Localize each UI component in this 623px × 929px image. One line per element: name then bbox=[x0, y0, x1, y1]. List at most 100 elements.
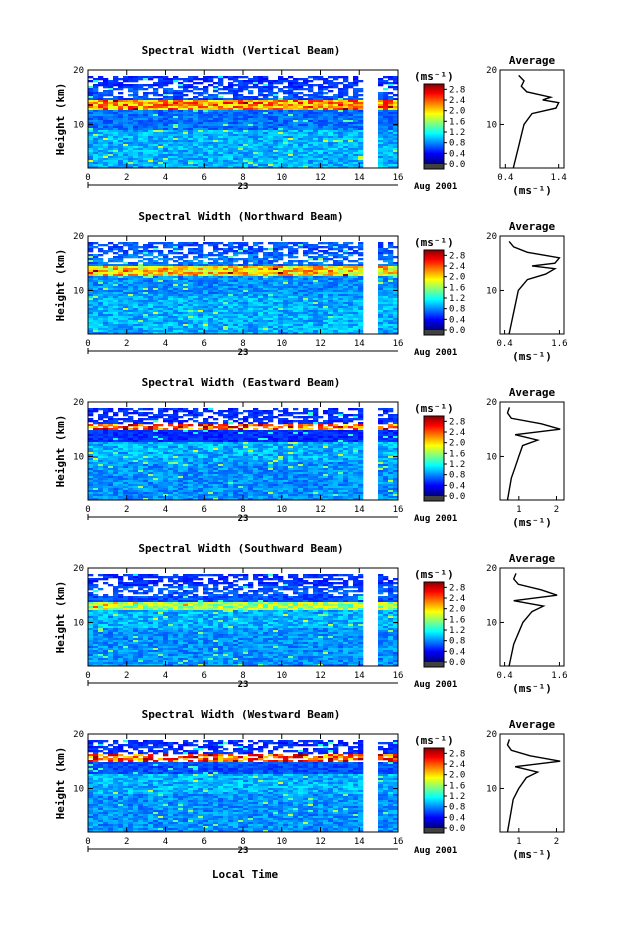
heatmap-cell bbox=[173, 102, 179, 105]
heatmap-cell bbox=[353, 96, 359, 99]
heatmap-cell bbox=[318, 308, 324, 311]
heatmap-cell bbox=[198, 164, 204, 167]
heatmap-cell bbox=[113, 118, 119, 121]
heatmap-cell bbox=[118, 128, 124, 131]
heatmap-cell bbox=[393, 146, 399, 149]
heatmap-cell bbox=[168, 310, 174, 313]
heatmap-cell bbox=[333, 132, 339, 135]
heatmap-cell bbox=[123, 106, 129, 109]
heatmap-cell bbox=[233, 160, 239, 163]
heatmap-cell bbox=[218, 92, 224, 95]
heatmap-cell bbox=[128, 314, 134, 317]
heatmap-cell bbox=[143, 118, 149, 121]
heatmap-cell bbox=[248, 90, 254, 93]
heatmap-cell bbox=[243, 82, 249, 85]
heatmap-cell bbox=[308, 116, 314, 119]
heatmap-cell bbox=[108, 298, 114, 301]
heatmap-cell bbox=[198, 142, 204, 145]
heatmap-cell bbox=[148, 148, 154, 151]
heatmap-cell bbox=[328, 312, 334, 315]
heatmap-cell bbox=[108, 322, 114, 325]
heatmap-cell bbox=[128, 98, 134, 101]
heatmap-cell bbox=[138, 294, 144, 297]
heatmap-cell bbox=[98, 244, 104, 247]
heatmap-cell bbox=[123, 98, 129, 101]
heatmap-cell bbox=[228, 132, 234, 135]
heatmap-cell bbox=[208, 312, 214, 315]
heatmap-cell bbox=[118, 282, 124, 285]
heatmap-cell bbox=[308, 96, 314, 99]
heatmap-cell bbox=[338, 124, 344, 127]
panel-title: Spectral Width (Vertical Beam) bbox=[142, 44, 341, 57]
heatmap-cell bbox=[283, 326, 289, 329]
heatmap-cell bbox=[313, 164, 319, 167]
heatmap-cell bbox=[193, 104, 199, 107]
heatmap-cell bbox=[378, 104, 384, 107]
heatmap-cell bbox=[218, 146, 224, 149]
heatmap-cell bbox=[388, 270, 394, 273]
heatmap-cell bbox=[383, 76, 389, 79]
heatmap-cell bbox=[133, 102, 139, 105]
heatmap-cell bbox=[268, 120, 274, 123]
heatmap-cell bbox=[178, 138, 184, 141]
heatmap-cell bbox=[183, 156, 189, 159]
heatmap-cell bbox=[103, 116, 109, 119]
heatmap-cell bbox=[163, 280, 169, 283]
heatmap-cell bbox=[338, 278, 344, 281]
heatmap-cell bbox=[98, 276, 104, 279]
heatmap-cell bbox=[118, 108, 124, 111]
heatmap-cell bbox=[378, 120, 384, 123]
heatmap-cell bbox=[328, 270, 334, 273]
heatmap-cell bbox=[323, 290, 329, 293]
heatmap-cell bbox=[223, 272, 229, 275]
heatmap-cell bbox=[243, 144, 249, 147]
heatmap-cell bbox=[193, 304, 199, 307]
heatmap-cell bbox=[393, 314, 399, 317]
heatmap-cell bbox=[273, 116, 279, 119]
heatmap-cell bbox=[118, 246, 124, 249]
heatmap-cell bbox=[338, 142, 344, 145]
heatmap-cell bbox=[298, 262, 304, 265]
heatmap-cell bbox=[248, 158, 254, 161]
heatmap-cell bbox=[323, 296, 329, 299]
heatmap-cell bbox=[263, 148, 269, 151]
heatmap-cell bbox=[113, 252, 119, 255]
heatmap-cell bbox=[353, 268, 359, 271]
heatmap-cell bbox=[278, 120, 284, 123]
heatmap-cell bbox=[228, 112, 234, 115]
heatmap-cell bbox=[308, 308, 314, 311]
heatmap-cell bbox=[213, 146, 219, 149]
heatmap-cell bbox=[358, 308, 364, 311]
heatmap-cell bbox=[358, 292, 364, 295]
heatmap-cell bbox=[298, 104, 304, 107]
heatmap-cell bbox=[328, 302, 334, 305]
heatmap-cell bbox=[158, 114, 164, 117]
heatmap-cell bbox=[133, 130, 139, 133]
heatmap-cell bbox=[93, 330, 99, 333]
heatmap-cell bbox=[228, 148, 234, 151]
heatmap-cell bbox=[143, 100, 149, 103]
heatmap-cell bbox=[393, 114, 399, 117]
heatmap-cell bbox=[173, 304, 179, 307]
heatmap-cell bbox=[318, 302, 324, 305]
heatmap-cell bbox=[148, 104, 154, 107]
heatmap-cell bbox=[338, 270, 344, 273]
heatmap-cell bbox=[223, 166, 229, 169]
heatmap-cell bbox=[348, 114, 354, 117]
heatmap-cell bbox=[158, 134, 164, 137]
heatmap-cell bbox=[133, 142, 139, 145]
heatmap-cell bbox=[158, 328, 164, 331]
heatmap-cell bbox=[298, 328, 304, 331]
heatmap-cell bbox=[118, 270, 124, 273]
heatmap-cell bbox=[283, 118, 289, 121]
heatmap-cell bbox=[383, 248, 389, 251]
heatmap-cell bbox=[118, 102, 124, 105]
heatmap-cell bbox=[133, 100, 139, 103]
heatmap-cell bbox=[113, 302, 119, 305]
heatmap-cell bbox=[233, 98, 239, 101]
heatmap-cell bbox=[203, 154, 209, 157]
heatmap-cell bbox=[278, 266, 284, 269]
heatmap-cell bbox=[173, 266, 179, 269]
heatmap-cell bbox=[218, 326, 224, 329]
heatmap-cell bbox=[278, 252, 284, 255]
